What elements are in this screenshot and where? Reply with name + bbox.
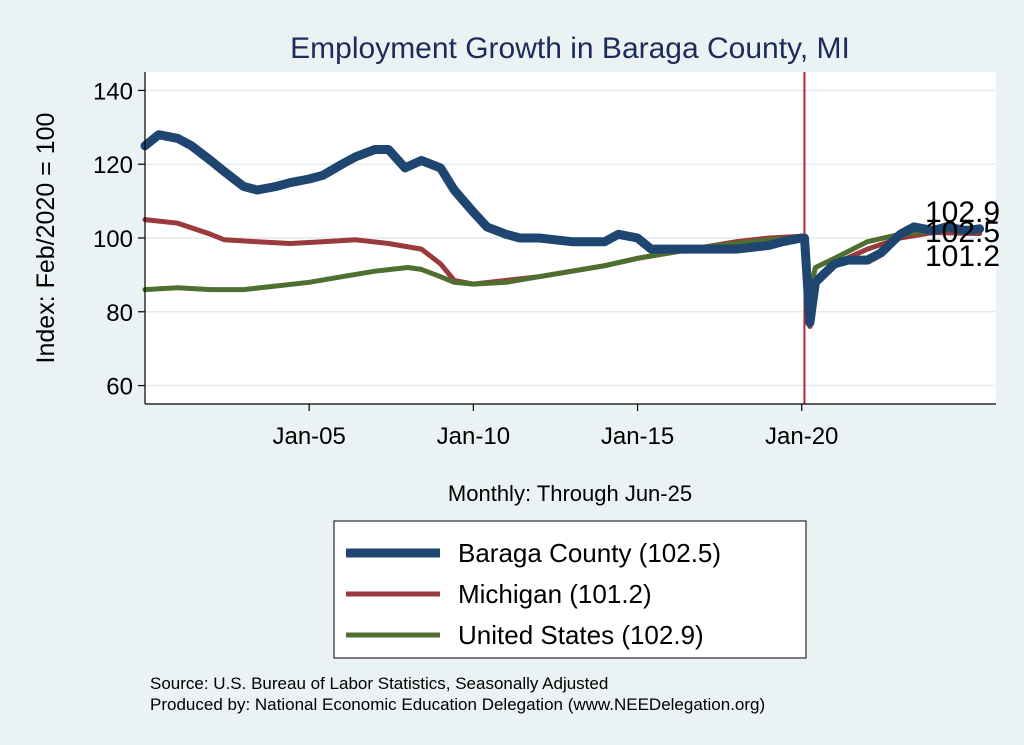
- y-tick-label: 100: [93, 226, 133, 253]
- series-line-3: [142, 224, 983, 294]
- series-line-1: [140, 130, 985, 328]
- source-note: Source: U.S. Bureau of Labor Statistics,…: [150, 674, 608, 693]
- legend: Baraga County (102.5) Michigan (101.2) Uni…: [346, 538, 721, 650]
- y-tick-label: 80: [106, 300, 133, 327]
- produced-by-note: Produced by: National Economic Education…: [150, 695, 765, 714]
- axes: 60 80 100 120 140 Jan-05 Jan-10 Jan-15 Jan-20: [93, 72, 996, 450]
- series-lines: [140, 130, 985, 329]
- end-value-label: 102.5: [925, 216, 1000, 249]
- x-tick-label: Jan-20: [765, 423, 838, 450]
- x-tick-label: Jan-15: [601, 423, 674, 450]
- end-value-label: 102.9: [925, 196, 1000, 229]
- x-axis-label: Monthly: Through Jun-25: [448, 481, 692, 506]
- legend-label: Michigan (101.2): [458, 579, 652, 609]
- end-value-label: 101.2: [925, 240, 1000, 273]
- y-tick-label: 140: [93, 78, 133, 105]
- x-tick-label: Jan-10: [437, 423, 510, 450]
- legend-label: Baraga County (102.5): [458, 538, 721, 568]
- y-tick-label: 120: [93, 152, 133, 179]
- legend-label: United States (102.9): [458, 620, 704, 650]
- x-tick-label: Jan-05: [272, 423, 345, 450]
- y-tick-label: 60: [106, 374, 133, 401]
- chart-title: Employment Growth in Baraga County, MI: [290, 32, 850, 65]
- y-axis-label: Index: Feb/2020 = 100: [32, 113, 60, 364]
